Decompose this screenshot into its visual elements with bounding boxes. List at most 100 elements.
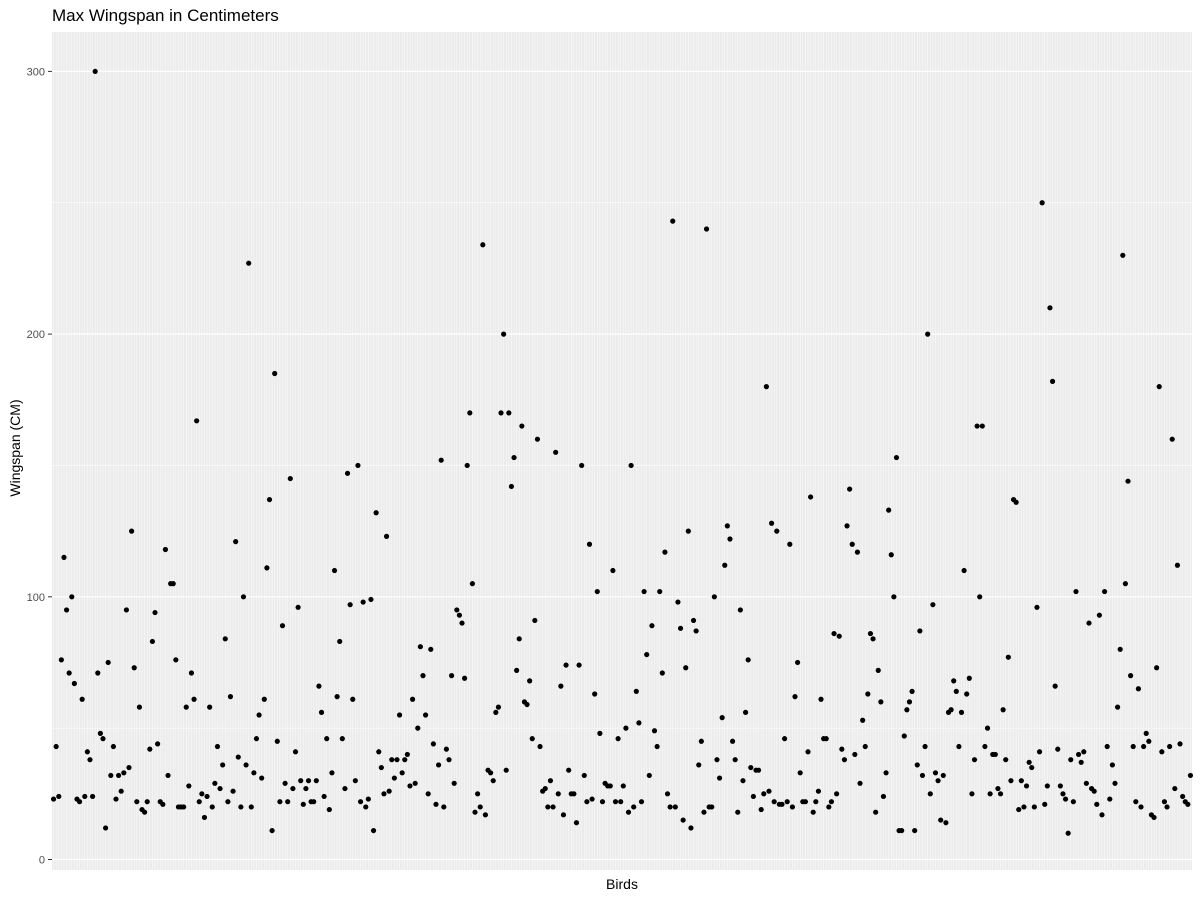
data-point: [964, 691, 970, 697]
y-tick-label: 200: [27, 329, 45, 341]
data-point: [873, 809, 879, 815]
data-point: [118, 788, 124, 794]
data-point: [1044, 783, 1050, 789]
data-point: [121, 770, 127, 776]
data-point: [480, 242, 486, 248]
data-point: [683, 665, 689, 671]
data-point: [222, 636, 228, 642]
data-point: [781, 736, 788, 742]
data-point: [948, 707, 954, 713]
data-point: [524, 701, 530, 708]
data-point: [566, 767, 572, 773]
data-point: [115, 772, 122, 779]
data-point: [1122, 581, 1129, 587]
data-point: [826, 804, 832, 810]
data-point: [927, 791, 933, 797]
data-point: [795, 659, 801, 666]
data-point: [378, 764, 384, 771]
data-point: [638, 799, 645, 805]
data-point: [615, 736, 621, 742]
data-point: [1154, 665, 1160, 671]
data-point: [342, 785, 348, 792]
data-point: [214, 743, 221, 750]
data-point: [1018, 778, 1024, 784]
data-point: [886, 507, 892, 513]
data-point: [264, 565, 270, 571]
data-point: [750, 793, 756, 800]
data-point: [412, 780, 418, 786]
data-point: [136, 704, 143, 710]
data-point: [774, 528, 780, 534]
data-point: [677, 625, 684, 631]
data-point: [76, 799, 83, 805]
data-point: [1065, 830, 1071, 836]
y-tick-label: 100: [27, 592, 45, 604]
data-point: [831, 630, 837, 637]
data-point: [326, 806, 332, 813]
data-point: [1125, 478, 1131, 484]
data-point: [709, 804, 715, 810]
data-point: [448, 673, 455, 679]
data-point: [402, 757, 408, 763]
data-point: [813, 799, 819, 805]
data-point: [555, 791, 561, 797]
data-point: [982, 743, 988, 750]
data-point: [495, 704, 502, 710]
data-point: [763, 384, 769, 390]
data-point: [63, 607, 70, 613]
data-point: [1128, 673, 1134, 679]
data-point: [977, 594, 983, 600]
data-point: [399, 770, 405, 776]
data-point: [529, 736, 535, 742]
data-point: [1143, 730, 1149, 736]
data-point: [789, 804, 796, 810]
data-point: [331, 567, 338, 574]
data-point: [50, 796, 57, 802]
data-point: [722, 562, 728, 568]
data-point: [201, 814, 208, 821]
data-point: [631, 804, 637, 810]
data-point: [373, 510, 379, 516]
data-point: [748, 764, 754, 771]
data-point: [930, 602, 936, 608]
data-point: [227, 694, 234, 700]
data-point: [89, 793, 96, 800]
data-point: [1101, 588, 1108, 595]
data-point: [680, 817, 686, 823]
data-point: [433, 801, 439, 807]
data-point: [1039, 200, 1045, 206]
data-point: [100, 736, 106, 742]
data-point: [761, 791, 767, 797]
data-point: [79, 696, 85, 702]
data-point: [337, 638, 343, 645]
data-point: [1141, 743, 1147, 750]
data-point: [891, 594, 897, 600]
data-point: [935, 778, 941, 784]
data-point: [974, 423, 980, 429]
data-point: [755, 767, 762, 773]
data-point: [1029, 764, 1035, 771]
data-point: [376, 749, 382, 755]
data-point: [852, 751, 858, 758]
data-point: [134, 799, 140, 805]
data-point: [519, 423, 525, 429]
data-point: [651, 728, 658, 734]
data-point: [966, 675, 972, 681]
data-point: [316, 683, 322, 689]
data-point: [657, 588, 663, 595]
data-point: [71, 680, 77, 687]
data-point: [995, 785, 1001, 792]
data-point: [664, 791, 671, 797]
data-point: [1021, 804, 1027, 810]
data-point: [334, 694, 340, 700]
data-point: [735, 809, 741, 815]
data-point: [1047, 305, 1053, 311]
data-point: [422, 712, 429, 718]
data-point: [129, 528, 135, 534]
data-point: [701, 809, 707, 815]
data-point: [272, 370, 278, 377]
data-point: [899, 827, 905, 834]
data-point: [693, 628, 699, 634]
data-point: [266, 496, 273, 503]
data-point: [298, 778, 304, 784]
